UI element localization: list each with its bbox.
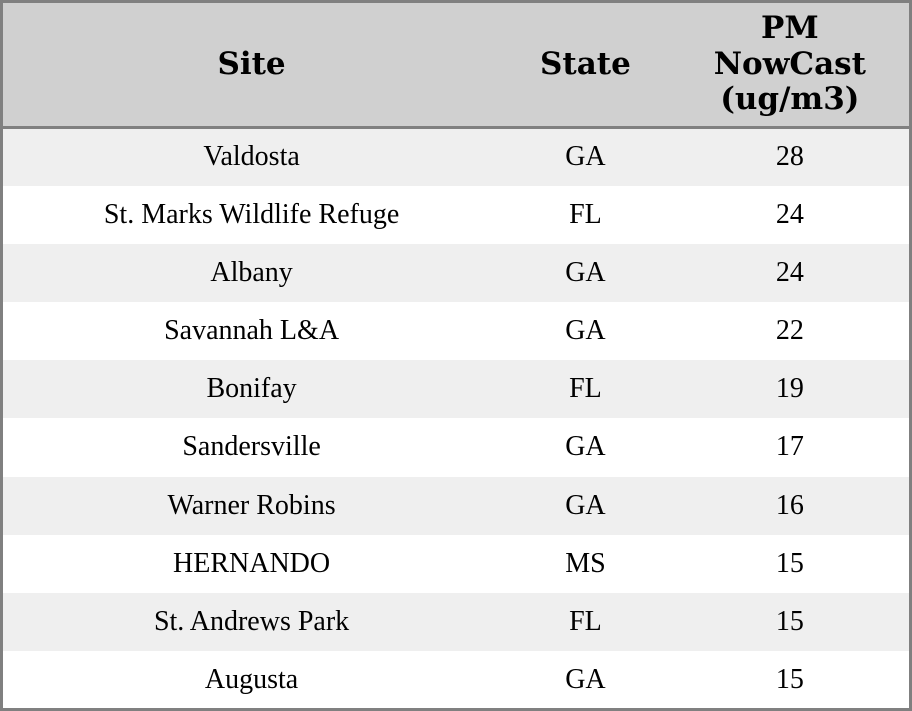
table-row: Warner Robins GA 16 [1, 476, 911, 535]
cell-pm-nowcast: 28 [775, 141, 804, 173]
cell-state: GA [565, 256, 606, 288]
cell-site: Bonifay [206, 373, 297, 405]
table-body: Valdosta GA 28 St. Marks Wildlife Refuge… [1, 127, 911, 710]
table-row: Sandersville GA 17 [1, 418, 911, 477]
column-header-pm-nowcast-label: PM NowCast (ug/m3) [713, 9, 866, 118]
cell-state: GA [565, 431, 606, 463]
cell-state: GA [565, 663, 606, 695]
column-header-state-label: State [540, 45, 631, 82]
cell-pm-nowcast: 15 [775, 606, 804, 637]
cell-site: Augusta [204, 663, 299, 695]
header-row: Site State PM NowCast (ug/m3) [1, 1, 911, 129]
table-header: Site State PM NowCast (ug/m3) [1, 1, 911, 129]
cell-state: MS [565, 547, 606, 579]
column-header-site: Site [1, 1, 501, 129]
cell-site: St. Marks Wildlife Refuge [103, 198, 400, 230]
table-row: St. Andrews Park FL 15 [1, 593, 911, 652]
cell-pm-nowcast: 24 [775, 256, 804, 288]
table-row: Albany GA 24 [1, 243, 911, 303]
cell-state: GA [565, 141, 606, 173]
cell-pm-nowcast: 16 [775, 489, 804, 521]
table-row: Augusta GA 15 [1, 651, 911, 710]
cell-pm-nowcast: 19 [775, 373, 804, 405]
cell-state: FL [569, 606, 602, 637]
table-row: Bonifay FL 19 [1, 360, 911, 419]
cell-pm-nowcast: 15 [775, 547, 804, 579]
cell-pm-nowcast: 24 [775, 198, 804, 230]
column-header-pm-nowcast: PM NowCast (ug/m3) [670, 1, 911, 129]
table-row: Valdosta GA 28 [1, 127, 911, 186]
table-row: St. Marks Wildlife Refuge FL 24 [1, 185, 911, 244]
cell-state: FL [569, 198, 602, 230]
cell-site: Savannah L&A [164, 315, 340, 347]
column-header-site-label: Site [217, 45, 286, 82]
cell-site: Albany [210, 256, 293, 288]
table-row: Savannah L&A GA 22 [1, 302, 911, 361]
cell-pm-nowcast: 17 [775, 431, 804, 463]
cell-state: GA [565, 315, 606, 347]
cell-state: GA [565, 489, 606, 521]
cell-site: Valdosta [203, 141, 300, 173]
cell-site: HERNANDO [173, 547, 331, 579]
column-header-state: State [500, 1, 671, 129]
cell-site: St. Andrews Park [153, 606, 350, 637]
cell-state: FL [569, 373, 602, 405]
table-row: HERNANDO MS 15 [1, 534, 911, 593]
cell-pm-nowcast: 22 [775, 315, 804, 347]
cell-pm-nowcast: 15 [775, 663, 804, 695]
cell-site: Warner Robins [167, 489, 336, 521]
cell-site: Sandersville [182, 431, 321, 463]
